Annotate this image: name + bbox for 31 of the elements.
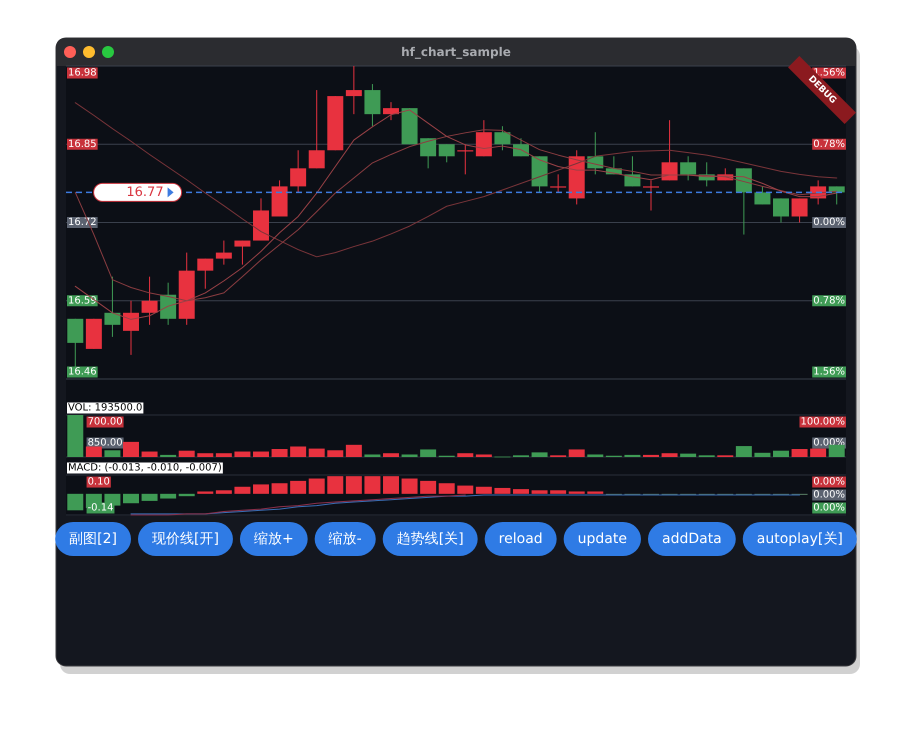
text: addData xyxy=(662,531,722,547)
y-tick-label: 0.10 xyxy=(88,476,110,488)
y2-tick-label: 0.00% xyxy=(813,217,845,228)
text: update xyxy=(578,531,627,547)
y2-tick-label: 1.56% xyxy=(813,366,845,378)
chart-title: MACD: (-0.013, -0.010, -0.007) xyxy=(68,462,222,474)
text: 趋势线[关] xyxy=(396,531,464,547)
text: 现价线[开] xyxy=(152,531,219,547)
y2-tick-label: 0.78% xyxy=(813,295,845,306)
annotation: 850.00 xyxy=(88,438,123,448)
y-tick-label: -0.14 xyxy=(88,502,114,514)
y-tick-label: 16.85 xyxy=(68,138,97,150)
text: 副图[2] xyxy=(69,531,117,547)
annotation: 0.00% xyxy=(813,502,845,514)
y-tick-label: 16.59 xyxy=(68,295,97,306)
chart-title: VOL: 193500.0 xyxy=(68,402,142,414)
y-tick-label: 16.72 xyxy=(68,217,97,228)
text: autoplay[关] xyxy=(756,531,843,547)
text: 缩放+ xyxy=(254,531,294,547)
y2-tick-label: 0.78% xyxy=(813,138,845,150)
y-tick-label: 16.98 xyxy=(68,68,97,78)
y-tick-label: 16.46 xyxy=(68,366,97,378)
annotation: 0.00% xyxy=(813,438,845,448)
annotation: 0.00% xyxy=(813,476,845,488)
annotation: 700.00 xyxy=(88,416,123,428)
ref-line-label: 16.77 xyxy=(126,184,164,200)
annotation: 100.00% xyxy=(800,416,845,428)
text: reload xyxy=(498,531,543,547)
chart-title: hf_chart_sample xyxy=(401,45,511,59)
text: 缩放- xyxy=(328,531,362,547)
annotation: 0.00% xyxy=(813,490,845,500)
